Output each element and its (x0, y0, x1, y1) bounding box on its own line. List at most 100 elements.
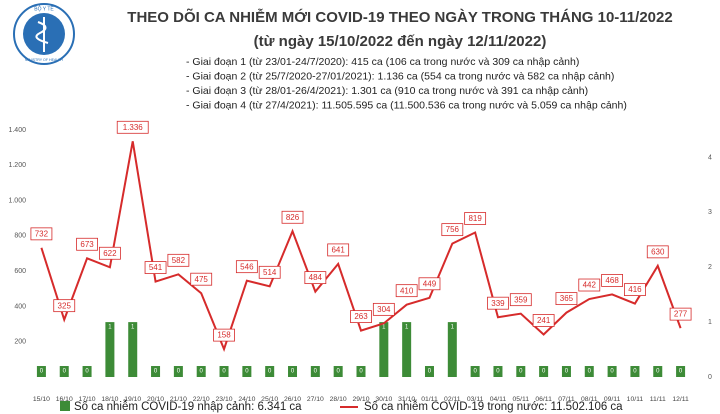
x-tick-label: 19/10 (124, 396, 141, 403)
legend-label: Số ca nhiễm COVID-19 trong nước: 11.502.… (364, 400, 623, 413)
x-tick-label: 25/10 (261, 396, 278, 403)
x-tick-label: 24/10 (238, 396, 255, 403)
bar-label: 0 (177, 369, 181, 375)
x-tick-label: 26/10 (284, 396, 301, 403)
value-label-box (464, 212, 487, 225)
x-tick-label: 02/11 (444, 396, 461, 403)
y-tick-label: 1.400 (8, 127, 26, 134)
value-label-box (235, 260, 258, 274)
x-tick-label: 21/10 (170, 396, 187, 403)
value-label-box (98, 246, 121, 260)
value-label-box (624, 283, 646, 297)
bar (630, 366, 640, 377)
legend-label: Số ca nhiễm COVID-19 nhập cảnh: 6.341 ca (74, 400, 302, 413)
chart-title: THEO DÕI CA NHIỄM MỚI COVID-19 THEO NGÀY… (127, 8, 672, 26)
value-label: 359 (514, 295, 528, 304)
x-tick-label: 15/10 (33, 396, 50, 403)
value-label: 819 (468, 214, 482, 223)
value-label: 241 (537, 316, 551, 325)
value-label: 158 (217, 331, 231, 340)
x-tick-label: 01/11 (421, 396, 438, 403)
x-tick-label: 08/11 (581, 396, 598, 403)
bar (424, 366, 434, 377)
bar (265, 366, 275, 377)
bar (653, 366, 663, 377)
x-tick-label: 17/10 (79, 396, 96, 403)
bar (676, 366, 686, 377)
value-label: 339 (491, 299, 505, 308)
value-label: 732 (35, 229, 49, 238)
bar-label: 0 (428, 369, 432, 375)
y2-tick-label: 3 (708, 209, 712, 216)
value-label-box (555, 292, 578, 306)
x-tick-label: 31/10 (398, 396, 415, 403)
bar-label: 0 (268, 369, 272, 375)
y-tick-label: 400 (14, 303, 26, 310)
x-tick-label: 28/10 (330, 396, 347, 403)
x-tick-label: 09/11 (604, 396, 621, 403)
bar (379, 322, 389, 377)
x-tick-label: 04/11 (490, 396, 507, 403)
bar-label: 0 (496, 369, 500, 375)
value-label-box (30, 227, 53, 241)
value-label: 756 (446, 225, 460, 234)
value-label: 442 (583, 281, 597, 290)
value-label: 484 (309, 273, 323, 282)
bar-label: 0 (40, 369, 44, 375)
x-tick-label: 03/11 (467, 396, 484, 403)
value-label-box (144, 261, 167, 274)
value-label-box (190, 272, 213, 286)
bar-label: 0 (154, 369, 158, 375)
bar-label: 1 (108, 325, 112, 331)
value-label: 365 (560, 294, 574, 303)
note: - Giai đoạn 2 (từ 25/7/2020-27/01/2021):… (186, 70, 614, 82)
bar-label: 0 (656, 369, 660, 375)
y2-tick-label: 2 (708, 264, 712, 271)
x-tick-label: 05/11 (513, 396, 530, 403)
bar (356, 366, 366, 377)
value-label-box (372, 302, 395, 316)
y-tick-label: 600 (14, 268, 26, 275)
bar (607, 366, 617, 377)
value-label: 630 (651, 247, 665, 256)
bar (402, 322, 412, 377)
value-label: 410 (400, 286, 414, 295)
bar-label: 1 (451, 325, 455, 331)
y-tick-label: 200 (14, 339, 26, 346)
value-label: 582 (172, 256, 186, 265)
value-label-box (418, 277, 441, 291)
bar-label: 1 (405, 325, 409, 331)
chart-subtitle: (từ ngày 15/10/2022 đến ngày 12/11/2022) (254, 33, 547, 50)
value-label: 475 (195, 275, 209, 284)
bar-label: 0 (565, 369, 569, 375)
bar (151, 366, 161, 377)
value-label: 1.336 (123, 123, 144, 132)
bar (539, 366, 549, 377)
value-label: 622 (103, 249, 117, 258)
bar (105, 322, 115, 377)
x-tick-label: 20/10 (147, 396, 164, 403)
x-tick-label: 22/10 (193, 396, 210, 403)
value-label-box (441, 223, 464, 237)
bar (36, 366, 46, 377)
value-label-box (601, 274, 624, 287)
value-label: 468 (605, 276, 619, 285)
note: - Giai đoạn 3 (từ 28/01-26/4/2021): 1.30… (186, 85, 588, 97)
y-tick-label: 1.200 (8, 162, 26, 169)
bar (173, 366, 183, 377)
bar-label: 0 (519, 369, 523, 375)
bar-label: 1 (131, 325, 135, 331)
bar-label: 0 (63, 369, 67, 375)
value-label: 514 (263, 268, 277, 277)
bar-label: 0 (85, 369, 89, 375)
logo-text: MINISTRY OF HEALTH (25, 58, 63, 62)
y2-tick-label: 4 (708, 154, 712, 161)
bar (82, 366, 92, 377)
bar-label: 0 (337, 369, 341, 375)
value-label: 263 (354, 312, 368, 321)
bar (470, 366, 480, 377)
x-tick-label: 16/10 (56, 396, 73, 403)
bar (333, 366, 343, 377)
bar (310, 366, 320, 377)
value-label-box (304, 271, 327, 285)
